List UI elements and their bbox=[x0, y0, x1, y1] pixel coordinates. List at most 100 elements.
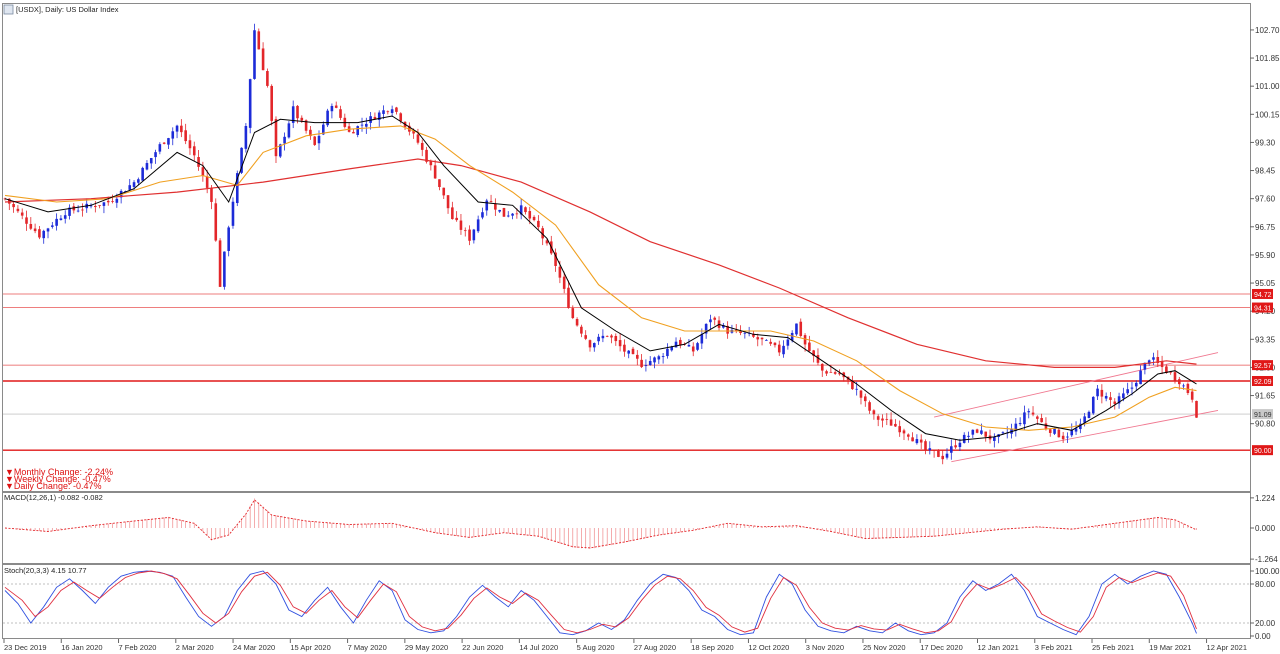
candle bbox=[730, 324, 734, 334]
candle-body bbox=[1018, 423, 1022, 425]
macd-title: MACD(12,26,1) -0.082 -0.082 bbox=[4, 493, 103, 502]
candle-body bbox=[868, 402, 871, 411]
candle bbox=[950, 439, 953, 460]
trend-channel bbox=[934, 352, 1219, 463]
candle bbox=[653, 356, 656, 369]
candle-body bbox=[631, 348, 635, 355]
candle-body bbox=[59, 218, 63, 220]
candle-body bbox=[244, 125, 248, 149]
candle-body bbox=[528, 211, 532, 219]
candle-body bbox=[296, 105, 299, 119]
candle-body bbox=[192, 146, 196, 156]
candle-body bbox=[644, 365, 648, 367]
candle bbox=[1023, 405, 1026, 430]
candle-body bbox=[519, 205, 523, 215]
candle bbox=[1195, 400, 1198, 418]
candle bbox=[958, 438, 962, 452]
candle bbox=[795, 323, 798, 336]
x-tick-label: 12 Apr 2021 bbox=[1207, 643, 1247, 652]
candle-body bbox=[627, 350, 631, 354]
candle-body bbox=[1044, 423, 1048, 429]
candle-body bbox=[1057, 429, 1061, 438]
candle-body bbox=[743, 332, 747, 334]
candle-body bbox=[679, 339, 682, 346]
candle-body bbox=[941, 455, 945, 460]
candle bbox=[1190, 388, 1194, 403]
candle-body bbox=[502, 207, 506, 217]
candle-body bbox=[468, 229, 471, 241]
candle-body bbox=[597, 336, 600, 342]
x-tick-label: 29 May 2020 bbox=[405, 643, 448, 652]
candle bbox=[12, 201, 15, 213]
candle bbox=[266, 68, 269, 88]
candle bbox=[1139, 365, 1142, 385]
candle-body bbox=[906, 434, 910, 437]
channel-upper-line bbox=[934, 352, 1219, 418]
candle bbox=[717, 316, 721, 331]
candle-body bbox=[872, 410, 876, 415]
x-tick-label: 17 Dec 2020 bbox=[920, 643, 963, 652]
candle bbox=[687, 338, 691, 347]
candle bbox=[1143, 362, 1147, 375]
macd-tick-label: 1.224 bbox=[1255, 494, 1276, 503]
x-tick-label: 16 Jan 2020 bbox=[61, 643, 102, 652]
candle bbox=[1156, 350, 1160, 367]
candle-body bbox=[657, 356, 661, 360]
candle-body bbox=[820, 363, 824, 371]
candle-body bbox=[1182, 385, 1185, 387]
candle-body bbox=[382, 110, 385, 114]
candle-body bbox=[592, 343, 596, 348]
candle-body bbox=[55, 218, 58, 226]
candle-body bbox=[451, 207, 454, 220]
candle-body bbox=[713, 317, 717, 320]
candle-body bbox=[777, 344, 781, 353]
x-tick-label: 27 Aug 2020 bbox=[634, 643, 676, 652]
candle bbox=[988, 429, 992, 444]
candle bbox=[455, 211, 458, 222]
candle-body bbox=[945, 453, 949, 458]
candle bbox=[868, 400, 871, 414]
candle-body bbox=[476, 219, 480, 232]
candle bbox=[945, 448, 949, 460]
macd-tick-label: 0.000 bbox=[1255, 524, 1276, 533]
candle-body bbox=[266, 71, 269, 86]
candle bbox=[240, 147, 243, 175]
candle-body bbox=[145, 163, 149, 170]
candle-body bbox=[1186, 383, 1190, 394]
candle-body bbox=[795, 323, 798, 335]
candle bbox=[192, 141, 196, 162]
candle bbox=[287, 121, 291, 139]
candle bbox=[1014, 418, 1018, 437]
candle-body bbox=[687, 344, 691, 347]
chart-window-icon[interactable] bbox=[3, 4, 14, 15]
candle-body bbox=[274, 119, 278, 157]
candle bbox=[760, 337, 764, 346]
candle bbox=[906, 433, 910, 441]
candle bbox=[640, 354, 643, 369]
candle-body bbox=[1087, 411, 1091, 418]
candle-body bbox=[106, 200, 110, 203]
candle-body bbox=[12, 203, 15, 208]
candle bbox=[223, 251, 226, 290]
candle bbox=[476, 215, 480, 233]
candle bbox=[356, 125, 360, 138]
candle-body bbox=[227, 227, 230, 251]
level-tag-box bbox=[1252, 360, 1273, 371]
candle bbox=[833, 370, 837, 375]
candle bbox=[180, 119, 183, 138]
candle-body bbox=[752, 333, 755, 337]
candle-body bbox=[653, 357, 656, 363]
candle bbox=[993, 433, 996, 448]
candle-body bbox=[373, 116, 377, 120]
candle-body bbox=[412, 130, 415, 134]
candle bbox=[1048, 428, 1052, 437]
candle bbox=[614, 333, 618, 346]
candle-body bbox=[876, 416, 880, 420]
candle-body bbox=[915, 439, 919, 444]
candle-body bbox=[760, 337, 764, 340]
candle-body bbox=[494, 203, 497, 210]
candle-body bbox=[584, 335, 587, 339]
candle bbox=[782, 340, 785, 358]
candle-body bbox=[137, 179, 140, 183]
